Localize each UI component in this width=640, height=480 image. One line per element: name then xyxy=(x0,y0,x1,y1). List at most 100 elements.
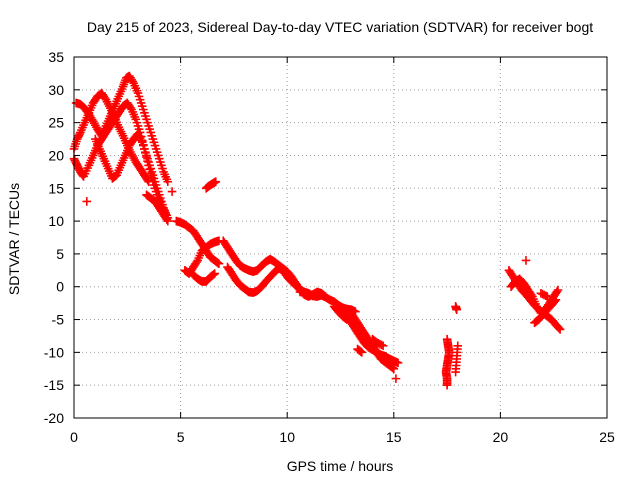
y-tick-label: 15 xyxy=(48,180,64,196)
data-point xyxy=(152,147,162,157)
x-tick-label: 10 xyxy=(279,429,295,445)
data-point xyxy=(555,325,565,334)
data-point xyxy=(156,193,165,203)
data-point xyxy=(153,151,163,160)
data-point xyxy=(146,128,156,137)
data-point xyxy=(137,101,147,111)
data-point xyxy=(135,95,145,104)
data-point xyxy=(551,295,561,305)
data-point xyxy=(163,216,173,226)
series-arc-l xyxy=(346,308,401,383)
series-arc-n xyxy=(504,256,565,334)
data-point xyxy=(156,157,165,167)
series-arc-f xyxy=(180,236,224,286)
series-arc-d xyxy=(91,129,173,223)
data-point xyxy=(134,92,144,101)
data-point xyxy=(154,190,164,200)
data-point xyxy=(82,197,92,206)
data-point xyxy=(357,348,367,357)
data-point xyxy=(152,183,162,193)
data-point xyxy=(554,323,564,333)
data-point xyxy=(550,296,560,306)
data-point xyxy=(209,270,218,279)
data-point xyxy=(149,174,159,183)
data-point xyxy=(133,121,143,131)
data-point xyxy=(157,161,166,170)
x-tick-label: 5 xyxy=(177,429,185,445)
x-tick-label: 0 xyxy=(70,429,78,445)
plot-frame xyxy=(73,56,608,419)
data-series xyxy=(69,71,565,390)
data-point xyxy=(521,256,531,265)
data-point xyxy=(144,121,153,131)
data-point xyxy=(210,269,220,278)
data-point xyxy=(151,144,161,154)
data-point xyxy=(543,292,552,301)
y-tick-label: -5 xyxy=(52,312,65,328)
data-point xyxy=(138,105,148,114)
data-point xyxy=(147,131,157,141)
series-arc-e xyxy=(82,187,224,269)
y-tick-label: 20 xyxy=(48,147,64,163)
data-point xyxy=(145,124,154,134)
y-axis-label: SDTVAR / TECUs xyxy=(6,183,22,295)
data-point xyxy=(132,118,142,127)
data-point xyxy=(442,380,452,390)
data-point xyxy=(378,341,388,351)
data-point xyxy=(133,88,143,98)
data-point xyxy=(136,98,146,108)
data-point xyxy=(393,358,403,368)
x-axis-label: GPS time / hours xyxy=(287,458,394,474)
series-arc-g xyxy=(201,177,221,193)
data-point xyxy=(214,259,224,269)
data-point xyxy=(141,147,150,157)
data-point xyxy=(131,115,141,124)
data-point xyxy=(388,363,398,373)
y-tick-label: 35 xyxy=(48,49,64,65)
y-tick-label: -20 xyxy=(44,410,64,426)
x-tick-label: 15 xyxy=(386,429,402,445)
data-point xyxy=(553,285,563,295)
data-point xyxy=(151,180,161,190)
x-tick-label: 25 xyxy=(599,429,615,445)
data-point xyxy=(391,374,401,383)
data-point xyxy=(150,141,160,150)
data-point xyxy=(167,187,177,196)
data-point xyxy=(141,111,150,121)
y-tick-label: 25 xyxy=(48,115,64,131)
data-point xyxy=(147,167,157,177)
data-point xyxy=(149,138,159,147)
series-arc-i xyxy=(223,262,305,297)
data-point xyxy=(154,154,164,164)
data-point xyxy=(213,258,223,268)
grid-lines xyxy=(74,57,607,418)
data-point xyxy=(452,305,461,314)
data-point xyxy=(389,364,399,374)
data-point xyxy=(148,170,158,180)
data-point xyxy=(134,124,144,134)
data-point xyxy=(143,154,152,164)
data-point xyxy=(146,164,156,173)
chart-title: Day 215 of 2023, Sidereal Day-to-day VTE… xyxy=(87,19,593,35)
series-arc-j xyxy=(295,287,360,324)
y-tick-label: -10 xyxy=(44,344,64,360)
y-tick-label: 5 xyxy=(56,246,64,262)
data-point xyxy=(356,347,366,356)
data-point xyxy=(143,118,152,127)
y-axis-ticks: -20 -15 -10 -5 0 5 10 15 20 25 30 35 xyxy=(44,49,607,426)
data-point xyxy=(148,134,158,144)
data-point xyxy=(140,144,149,154)
data-point xyxy=(142,115,151,124)
data-point xyxy=(158,164,167,173)
series-arc-m xyxy=(441,302,463,390)
data-point xyxy=(144,157,153,167)
x-axis-ticks: 0 5 10 15 20 25 xyxy=(70,57,615,445)
data-point xyxy=(140,108,149,118)
data-point xyxy=(211,177,221,187)
data-point xyxy=(150,177,160,187)
y-tick-label: 30 xyxy=(48,82,64,98)
data-point xyxy=(142,151,151,160)
y-tick-label: 10 xyxy=(48,213,64,229)
y-tick-label: -15 xyxy=(44,377,64,393)
